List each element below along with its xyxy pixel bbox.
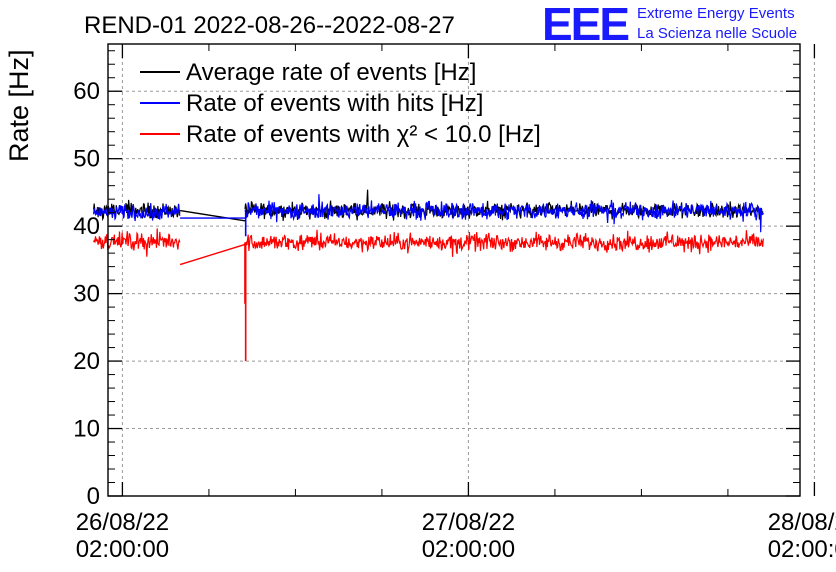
axes [107,43,816,497]
logo-line-1: Extreme Energy Events [637,5,795,22]
series-line-segment [244,194,764,233]
series-1 [93,194,764,237]
x-tick-label-time: 02:00:00 [768,536,836,563]
y-tick-label: 20 [73,348,100,375]
tick-labels: 010203040506026/08/2202:00:0027/08/2202:… [73,78,836,563]
legend-label-2: Rate of events with χ² < 10.0 [Hz] [186,121,541,148]
y-tick-label: 50 [73,146,100,173]
y-tick-label: 30 [73,281,100,308]
series-line-segment [244,229,764,257]
series-layer [93,189,764,362]
eee-logo: EEE Extreme Energy Events La Scienza nel… [542,0,797,50]
x-tick-label-time: 02:00:00 [422,536,515,563]
series-2 [93,228,764,362]
x-tick-label-date: 26/08/22 [76,509,169,536]
plot-frame [107,43,801,497]
x-tick-label-date: 27/08/22 [422,509,515,536]
y-tick-label: 60 [73,78,100,105]
y-tick-label: 0 [87,483,100,510]
logo-mark: EEE [542,0,628,50]
chart-title: REND-01 2022-08-26--2022-08-27 [84,12,455,39]
x-tick-label-time: 02:00:00 [76,536,169,563]
legend-label-1: Rate of events with hits [Hz] [186,90,483,117]
legend: Average rate of events [Hz] Rate of event… [140,59,541,148]
series-gap-link [179,209,246,222]
x-tick-label-date: 28/08/22 [768,509,836,536]
y-tick-label: 10 [73,416,100,443]
logo-line-2: La Scienza nelle Scuole [637,25,797,42]
y-tick-label: 40 [73,213,100,240]
y-axis-title: Rate [Hz] [4,49,34,162]
grid-lines [108,44,815,496]
legend-label-0: Average rate of events [Hz] [186,59,476,86]
series-gap-link [179,243,246,266]
series-line-segment [93,228,181,257]
